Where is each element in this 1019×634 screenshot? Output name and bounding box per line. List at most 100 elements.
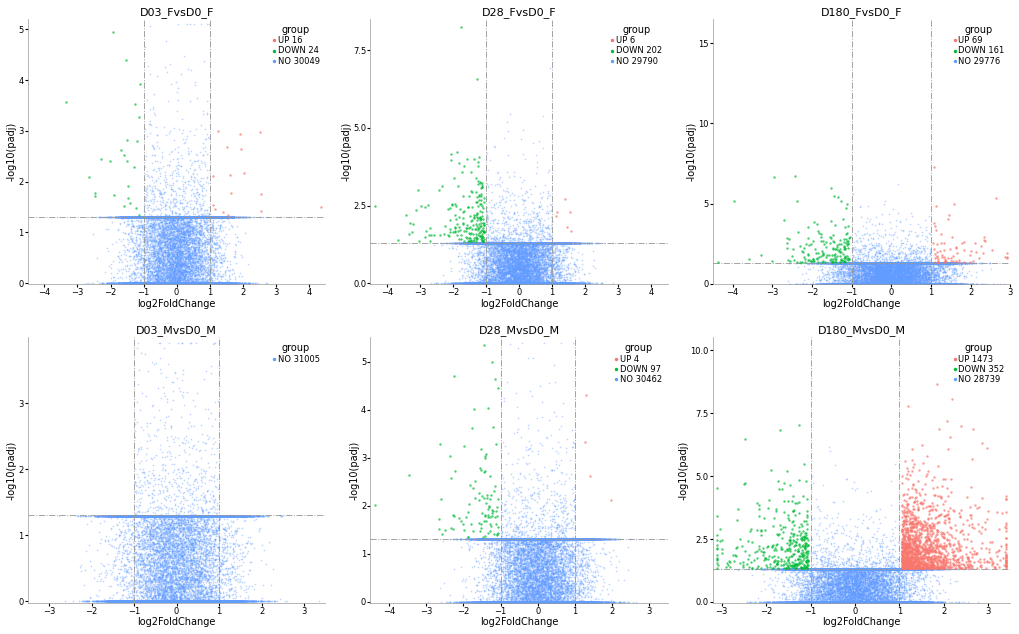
Point [225,589,242,599]
Point [848,597,864,607]
Point [185,235,202,245]
Point [843,564,859,574]
Point [873,276,890,287]
Point [129,212,146,223]
Point [165,510,181,521]
Point [572,278,588,288]
Point [846,564,862,574]
Point [528,238,544,248]
Point [190,278,206,288]
Point [165,596,181,606]
Point [487,278,503,288]
Point [892,262,908,273]
Point [186,596,203,606]
Point [514,278,530,288]
Point [533,597,549,607]
Point [148,596,164,606]
Point [901,549,917,559]
Point [201,254,217,264]
Point [845,279,861,289]
Point [511,238,527,248]
Point [909,562,925,572]
Point [821,564,838,574]
Point [506,264,523,275]
Point [870,278,887,288]
Point [879,258,896,268]
Point [504,238,521,248]
Point [510,597,526,607]
Point [77,596,94,606]
Point [152,510,168,521]
Point [523,538,539,548]
Point [864,279,880,289]
Point [843,258,859,268]
Point [853,569,869,579]
Point [181,278,198,288]
Point [485,590,501,600]
Point [863,279,879,289]
Point [510,597,526,607]
Point [864,564,880,574]
Point [811,597,827,607]
Point [546,597,562,607]
Point [526,593,542,604]
Point [217,212,233,223]
Point [537,570,553,580]
Point [193,510,209,521]
Point [167,596,183,606]
Point [869,258,886,268]
Point [475,278,491,288]
Point [168,596,184,606]
Point [859,271,875,281]
Point [841,564,857,574]
Point [555,569,572,579]
Point [883,564,900,574]
Point [905,279,921,289]
Point [530,597,546,607]
Point [502,534,519,544]
Point [895,258,911,268]
Point [903,597,919,607]
Point [145,596,161,606]
Point [507,238,524,248]
Point [173,590,190,600]
Point [146,212,162,223]
Point [536,534,552,544]
Point [148,212,164,223]
Point [873,564,890,574]
Point [142,596,158,606]
Point [512,568,528,578]
Point [856,585,872,595]
Point [127,270,144,280]
Point [213,574,229,584]
Point [246,510,262,521]
Point [145,510,161,521]
Point [205,215,221,225]
Point [880,564,897,574]
Point [490,534,506,544]
Point [473,278,489,288]
Point [853,564,869,574]
Point [512,597,528,607]
Point [850,564,866,574]
Point [153,275,169,285]
Point [203,596,219,606]
Point [847,258,863,268]
Point [834,258,850,268]
Point [507,238,524,248]
Point [137,510,153,521]
Point [543,597,559,607]
Point [510,534,526,544]
Point [909,258,925,268]
Point [191,278,207,288]
Point [802,597,818,607]
Point [899,531,915,541]
Point [200,269,216,280]
Point [169,212,185,223]
Point [172,510,189,521]
Point [137,559,153,569]
Point [142,212,158,223]
Point [504,278,521,288]
Point [169,278,185,288]
Point [515,551,531,561]
